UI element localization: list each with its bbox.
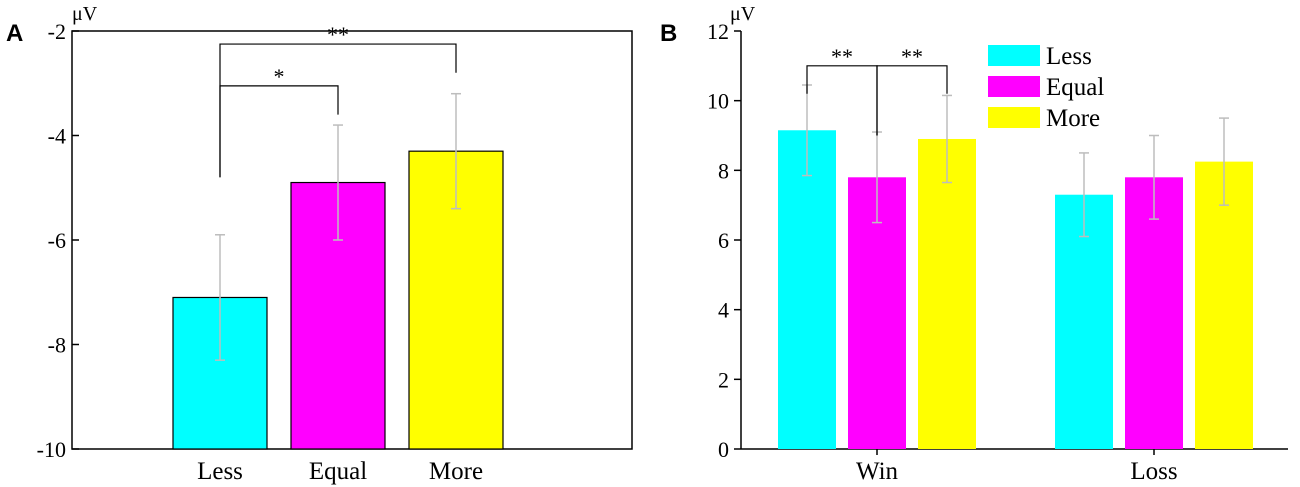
panel-b-y-tick-label: 6 [718, 228, 729, 253]
panel-b-label: B [660, 20, 677, 47]
panel-a: A μV -10-8-6-4-2 *** Less Equal More [6, 3, 633, 485]
panel-b-bar-less-win [778, 130, 836, 449]
panel-b-x-axis: Win Loss [856, 449, 1178, 485]
panel-b-bar-more-loss [1195, 161, 1253, 449]
panel-a-y-axis: -10 -8 -6 -4 -2 [37, 19, 79, 462]
panel-b-significance-bracket [806, 65, 878, 136]
panel-b-significance-label: ** [901, 44, 923, 69]
panel-b-y-axis: 0 2 4 6 8 10 12 [707, 19, 741, 462]
panel-b: B μV 0 2 4 6 8 10 12 ** ** Win Loss Less Equal Mor… [660, 3, 1288, 485]
panel-b-significance: ** ** [806, 44, 948, 136]
panel-b-y-tick-label: 4 [718, 298, 729, 323]
panel-a-x-axis: Less Equal More [197, 458, 483, 485]
panel-b-y-tick-label: 12 [707, 19, 729, 44]
panel-a-error-bars [215, 92, 461, 361]
panel-b-error-bars [802, 84, 1229, 238]
panel-b-y-tick-label: 0 [718, 437, 729, 462]
panel-b-bars [778, 130, 1253, 450]
panel-b-bar-more-win [918, 138, 976, 449]
panel-b-significance-bracket [876, 65, 948, 136]
panel-a-x-label: Equal [309, 458, 367, 485]
legend-swatch-more [988, 107, 1040, 128]
panel-a-y-tick-label: -4 [48, 124, 66, 149]
panel-b-unit-label: μV [730, 3, 756, 25]
panel-a-unit-label: μV [72, 3, 98, 25]
legend-label-more: More [1046, 105, 1100, 132]
panel-b-y-tick-label: 2 [718, 367, 729, 392]
panel-a-y-tick-label: -6 [48, 228, 66, 253]
panel-a-label: A [6, 20, 23, 47]
panel-a-x-label: More [429, 458, 483, 485]
panel-b-x-label: Loss [1130, 458, 1177, 485]
panel-a-significance-bracket [219, 85, 339, 178]
panel-a-bar-more [408, 150, 504, 450]
legend-label-equal: Equal [1046, 74, 1104, 101]
panel-a-significance-label: * [274, 64, 285, 89]
panel-a-significance: *** [219, 22, 457, 178]
panel-b-y-tick-label: 10 [707, 89, 729, 114]
panel-b-x-label: Win [856, 458, 899, 485]
panel-a-x-label: Less [197, 458, 243, 485]
panel-b-significance-label: ** [831, 44, 853, 69]
panel-b-bar-equal-loss [1125, 177, 1183, 450]
panel-a-y-tick-label: -2 [48, 19, 66, 44]
legend-swatch-equal [988, 76, 1040, 97]
panel-a-y-tick-label: -10 [37, 437, 66, 462]
panel-a-y-tick-label: -8 [48, 333, 66, 358]
panel-b-legend: Less Equal More [988, 43, 1104, 132]
legend-label-less: Less [1046, 43, 1092, 70]
legend-swatch-less [988, 45, 1040, 66]
panel-a-significance-label: ** [327, 22, 349, 47]
panel-b-y-tick-label: 8 [718, 158, 729, 183]
